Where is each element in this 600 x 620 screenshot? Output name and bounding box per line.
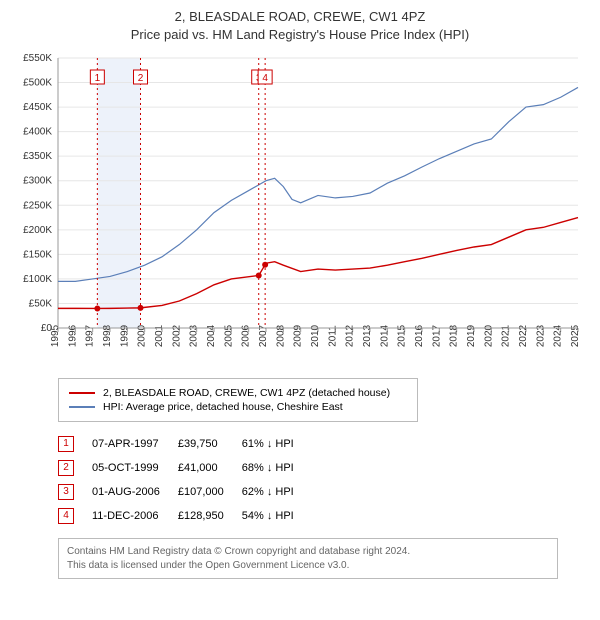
event-marker-badge: 3 — [58, 484, 74, 500]
event-label-num: 4 — [262, 73, 268, 84]
event-dot — [94, 306, 100, 312]
event-date: 01-AUG-2006 — [92, 480, 178, 504]
event-price: £107,000 — [178, 480, 242, 504]
y-tick-label: £550K — [23, 53, 52, 64]
legend-item: HPI: Average price, detached house, Ches… — [69, 401, 407, 413]
ownership-band — [97, 58, 140, 328]
y-tick-label: £300K — [23, 176, 52, 187]
event-date: 05-OCT-1999 — [92, 456, 178, 480]
event-pct: 61% ↓ HPI — [242, 432, 312, 456]
chart-title-block: 2, BLEASDALE ROAD, CREWE, CW1 4PZ Price … — [8, 8, 592, 44]
legend-label: HPI: Average price, detached house, Ches… — [103, 401, 343, 413]
license-line: Contains HM Land Registry data © Crown c… — [67, 545, 549, 559]
license-line: This data is licensed under the Open Gov… — [67, 559, 549, 573]
event-pct: 54% ↓ HPI — [242, 504, 312, 528]
event-marker-badge: 2 — [58, 460, 74, 476]
legend-swatch — [69, 406, 95, 408]
y-tick-label: £150K — [23, 250, 52, 261]
event-date: 11-DEC-2006 — [92, 504, 178, 528]
event-dot — [262, 262, 268, 268]
event-date: 07-APR-1997 — [92, 432, 178, 456]
event-marker-badge: 4 — [58, 508, 74, 524]
event-label-num: 2 — [138, 73, 144, 84]
event-row: 4 11-DEC-2006£128,95054% ↓ HPI — [58, 504, 312, 528]
event-price: £128,950 — [178, 504, 242, 528]
chart-container: £0£50K£100K£150K£200K£250K£300K£350K£400… — [8, 50, 588, 370]
event-pct: 62% ↓ HPI — [242, 480, 312, 504]
y-tick-label: £500K — [23, 78, 52, 89]
event-marker-badge: 1 — [58, 436, 74, 452]
legend: 2, BLEASDALE ROAD, CREWE, CW1 4PZ (detac… — [58, 378, 418, 422]
event-price: £39,750 — [178, 432, 242, 456]
legend-item: 2, BLEASDALE ROAD, CREWE, CW1 4PZ (detac… — [69, 387, 407, 399]
y-tick-label: £400K — [23, 127, 52, 138]
y-tick-label: £100K — [23, 274, 52, 285]
event-dot — [256, 273, 262, 279]
event-row: 1 07-APR-1997£39,75061% ↓ HPI — [58, 432, 312, 456]
event-row: 3 01-AUG-2006£107,00062% ↓ HPI — [58, 480, 312, 504]
title-subtitle: Price paid vs. HM Land Registry's House … — [8, 26, 592, 44]
price-vs-hpi-chart: £0£50K£100K£150K£200K£250K£300K£350K£400… — [8, 50, 588, 370]
event-price: £41,000 — [178, 456, 242, 480]
title-address: 2, BLEASDALE ROAD, CREWE, CW1 4PZ — [8, 8, 592, 26]
license-box: Contains HM Land Registry data © Crown c… — [58, 538, 558, 579]
event-dot — [138, 305, 144, 311]
y-tick-label: £200K — [23, 225, 52, 236]
events-table: 1 07-APR-1997£39,75061% ↓ HPI 2 05-OCT-1999… — [58, 432, 312, 528]
legend-label: 2, BLEASDALE ROAD, CREWE, CW1 4PZ (detac… — [103, 387, 390, 399]
y-tick-label: £450K — [23, 102, 52, 113]
y-tick-label: £350K — [23, 152, 52, 163]
y-tick-label: £50K — [29, 299, 53, 310]
event-label-num: 1 — [95, 73, 101, 84]
legend-swatch — [69, 392, 95, 394]
event-row: 2 05-OCT-1999£41,00068% ↓ HPI — [58, 456, 312, 480]
event-pct: 68% ↓ HPI — [242, 456, 312, 480]
y-tick-label: £250K — [23, 201, 52, 212]
